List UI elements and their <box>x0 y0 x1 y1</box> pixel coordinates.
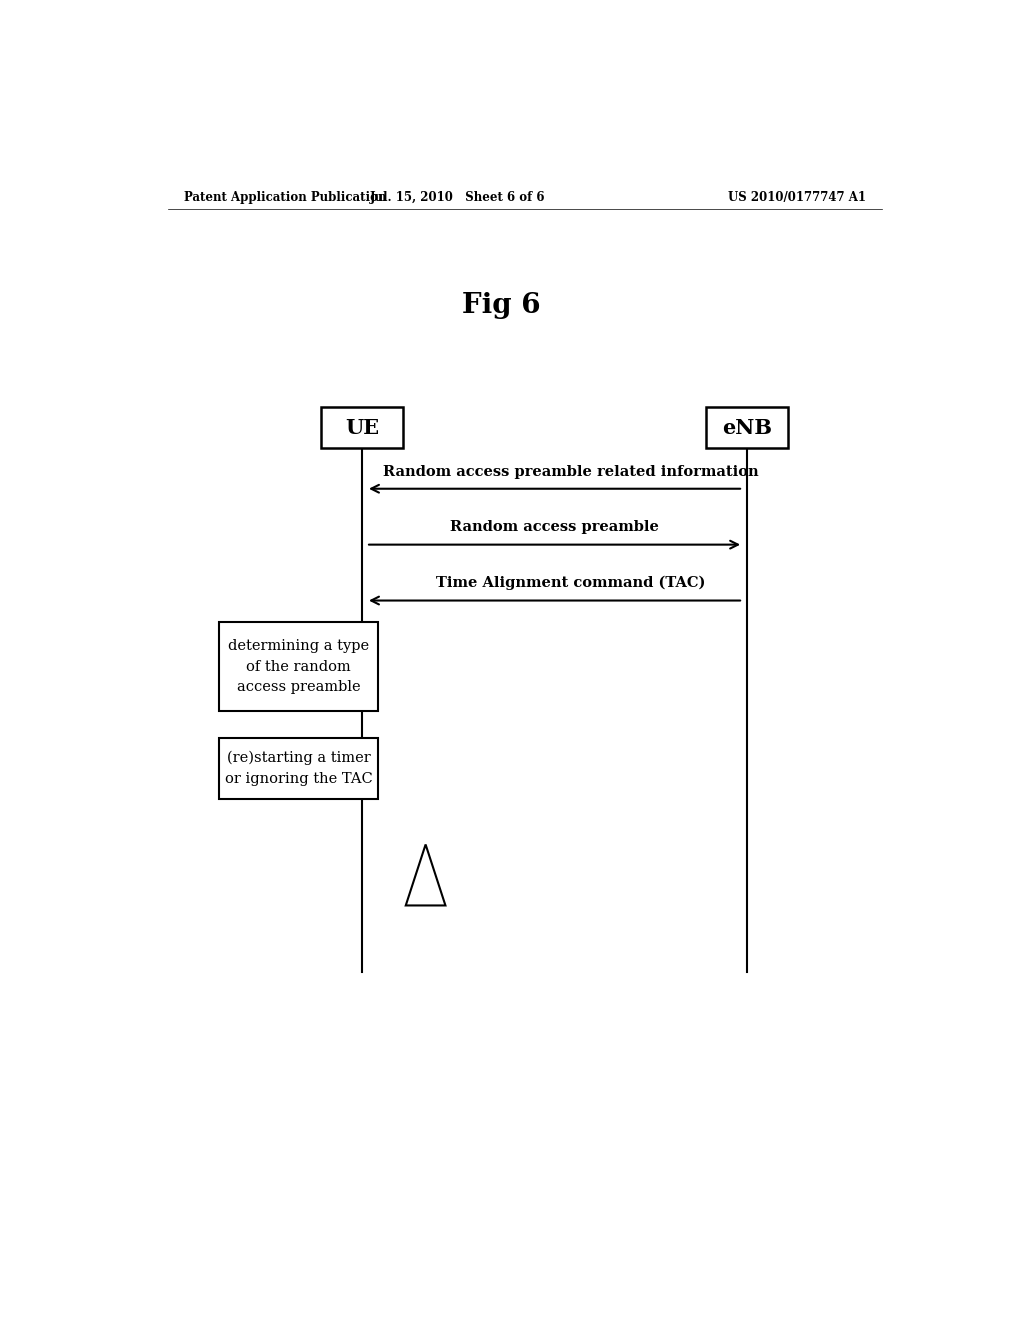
Text: Random access preamble: Random access preamble <box>451 520 659 535</box>
FancyBboxPatch shape <box>321 408 403 447</box>
Text: determining a type
of the random
access preamble: determining a type of the random access … <box>228 639 370 694</box>
Text: Time Alignment command (TAC): Time Alignment command (TAC) <box>436 576 706 590</box>
FancyBboxPatch shape <box>219 622 378 711</box>
Text: Fig 6: Fig 6 <box>462 292 541 319</box>
Text: UE: UE <box>345 417 379 438</box>
Text: Jul. 15, 2010   Sheet 6 of 6: Jul. 15, 2010 Sheet 6 of 6 <box>370 190 545 203</box>
Text: US 2010/0177747 A1: US 2010/0177747 A1 <box>728 190 866 203</box>
Text: Random access preamble related information: Random access preamble related informati… <box>383 465 758 479</box>
Text: eNB: eNB <box>722 417 772 438</box>
Text: Patent Application Publication: Patent Application Publication <box>183 190 386 203</box>
FancyBboxPatch shape <box>219 738 378 799</box>
Text: (re)starting a timer
or ignoring the TAC: (re)starting a timer or ignoring the TAC <box>224 751 373 785</box>
FancyBboxPatch shape <box>706 408 788 447</box>
